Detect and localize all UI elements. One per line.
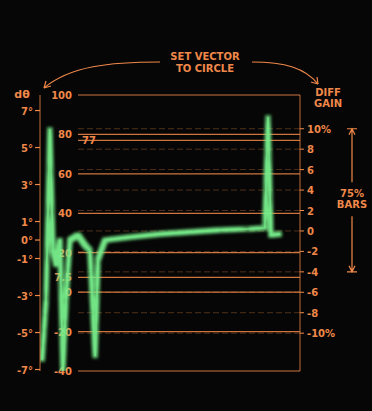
y-tick-label: -20 xyxy=(54,327,72,338)
grid-line xyxy=(78,292,300,293)
grid-line xyxy=(78,251,300,252)
y2-tick-label: 8 xyxy=(307,144,314,155)
arrow xyxy=(252,62,318,84)
grid-line xyxy=(78,190,300,191)
label-line: SET VECTOR xyxy=(170,51,240,62)
y-tick-label: 60 xyxy=(58,169,72,180)
grid-line xyxy=(78,312,300,313)
annotation: 75%BARS xyxy=(337,188,367,210)
grid-line xyxy=(78,277,300,278)
y2-tick-label: -8 xyxy=(307,308,318,319)
arrow-head xyxy=(44,81,51,88)
y2-tick xyxy=(300,333,304,334)
trace-group xyxy=(42,117,280,369)
trace-line xyxy=(42,117,280,369)
y2-tick xyxy=(300,149,304,150)
y-tick xyxy=(35,239,40,240)
label-line: BARS xyxy=(337,199,367,210)
y2-tick-label: 0 xyxy=(307,226,314,237)
grid-line xyxy=(78,230,300,231)
grid-line xyxy=(78,331,300,332)
y2-tick-label: 2 xyxy=(307,206,314,217)
grid-line xyxy=(78,134,300,135)
y2-tick-label: 4 xyxy=(307,185,314,196)
waveform: 10080776040207.50-20-4010%86420-2-4-6-8-… xyxy=(42,51,367,377)
y-tick-label: 80 xyxy=(58,129,72,140)
y2-axis-line xyxy=(300,95,301,371)
y2-tick xyxy=(300,128,304,129)
background xyxy=(0,0,372,411)
y2-tick xyxy=(300,292,304,293)
grid-line xyxy=(78,252,300,253)
y-tick-label: 7° xyxy=(21,106,33,117)
y-tick-label: -3° xyxy=(17,291,33,302)
phase-scale: 7° 5° 3° 1° 0° -1° -3° -5° -7° dθ xyxy=(14,88,40,376)
y-tick-label: -5° xyxy=(17,328,33,339)
y2-tick xyxy=(300,210,304,211)
y2-axis-label: DIFFGAIN xyxy=(314,87,342,109)
grid-line xyxy=(78,128,300,129)
y-axis-label: dθ xyxy=(14,88,30,101)
y-tick-label: 40 xyxy=(58,208,72,219)
grid-line xyxy=(78,210,300,211)
y2-tick xyxy=(300,230,304,231)
y-tick-label: 0° xyxy=(21,235,33,246)
y2-tick-label: 6 xyxy=(307,165,314,176)
y2-tick-label: -4 xyxy=(307,267,318,278)
chart: 10080776040207.50-20-4010%86420-2-4-6-8-… xyxy=(0,0,372,411)
arrow-head xyxy=(311,77,318,84)
y-tick-label: 7.5 xyxy=(54,272,72,283)
y2-tick xyxy=(300,251,304,252)
arrow xyxy=(44,62,160,88)
y-tick-label: -7° xyxy=(17,365,33,376)
y2-tick xyxy=(300,190,304,191)
y2-tick xyxy=(300,169,304,170)
label-line: DIFF xyxy=(315,87,341,98)
label-line: TO CIRCLE xyxy=(176,63,234,74)
y-tick-label: 5° xyxy=(21,143,33,154)
y-tick-label: 100 xyxy=(51,90,72,101)
y-tick-label: -1° xyxy=(17,254,33,265)
y-tick xyxy=(35,110,40,111)
y-tick xyxy=(35,295,40,296)
y2-tick xyxy=(300,312,304,313)
y-tick-label: 3° xyxy=(21,180,33,191)
label-line: GAIN xyxy=(314,98,342,109)
y-tick xyxy=(35,258,40,259)
y-tick xyxy=(35,221,40,222)
y2-tick xyxy=(300,271,304,272)
y-tick xyxy=(35,369,40,370)
title: SET VECTORTO CIRCLE xyxy=(170,51,240,74)
y-tick xyxy=(35,332,40,333)
y2-tick-label: -10% xyxy=(307,328,335,339)
y2-tick-label: -6 xyxy=(307,287,318,298)
label-line: 75% xyxy=(340,188,364,199)
y-tick xyxy=(35,184,40,185)
y-tick-label: 77 xyxy=(82,135,96,146)
y-tick xyxy=(35,147,40,148)
grid-line xyxy=(78,213,300,214)
grid-line xyxy=(78,370,300,371)
y2-tick-label: -2 xyxy=(307,246,318,257)
grid-line xyxy=(78,94,300,95)
grid-line xyxy=(78,333,300,334)
grid-line xyxy=(78,271,300,272)
grid-line xyxy=(78,292,300,293)
y-axis-line xyxy=(40,95,41,371)
y-tick-label: 1° xyxy=(21,217,33,228)
y2-tick-label: 10% xyxy=(307,124,331,135)
